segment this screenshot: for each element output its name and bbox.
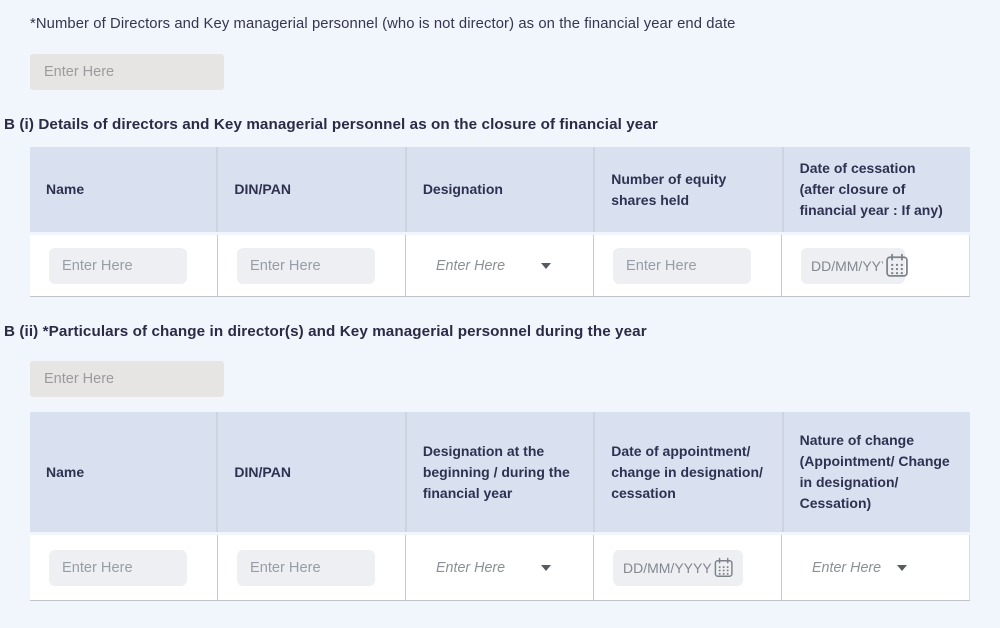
calendar-icon[interactable] xyxy=(712,556,735,580)
table-header-row: Name DIN/PAN Designation at the beginnin… xyxy=(30,412,971,532)
cessation-date-input[interactable]: DD/MM/YYYY xyxy=(801,247,908,284)
column-header-din-pan: DIN/PAN xyxy=(218,147,407,232)
designation-cell: Enter Here xyxy=(406,235,594,296)
designation-cell: Enter Here xyxy=(406,535,594,600)
table-input-row: Enter Here DD/MM/YYYY xyxy=(30,235,970,297)
equity-shares-cell xyxy=(594,235,782,296)
change-in-directors-table: Name DIN/PAN Designation at the beginnin… xyxy=(30,412,971,601)
appointment-date-cell: DD/MM/YYYY xyxy=(594,535,782,600)
column-header-date-of-appointment: Date of appointment/ change in designati… xyxy=(595,412,784,532)
din-pan-input[interactable] xyxy=(237,247,375,284)
change-count-input[interactable] xyxy=(30,361,224,397)
column-header-equity-shares: Number of equity shares held xyxy=(595,147,784,232)
din-pan-cell xyxy=(218,235,406,296)
section-b1-heading: B (i) Details of directors and Key manag… xyxy=(4,116,658,133)
column-header-date-of-cessation: Date of cessation (after closure of fina… xyxy=(783,147,971,232)
column-header-designation-beginning: Designation at the beginning / during th… xyxy=(406,412,596,532)
calendar-icon[interactable] xyxy=(883,252,911,280)
chevron-down-icon[interactable] xyxy=(541,564,551,571)
column-header-designation: Designation xyxy=(406,147,596,232)
designation-select[interactable]: Enter Here xyxy=(425,550,575,586)
date-placeholder: DD/MM/YYYY xyxy=(623,559,712,576)
directors-details-table: Name DIN/PAN Designation Number of equit… xyxy=(30,147,971,297)
column-header-name: Name xyxy=(30,412,219,532)
table-input-row: Enter Here DD/MM/YYYY xyxy=(30,535,970,601)
section-b2-heading: B (ii) *Particulars of change in directo… xyxy=(4,323,647,340)
appointment-date-input[interactable]: DD/MM/YYYY xyxy=(613,549,743,586)
designation-select-placeholder: Enter Here xyxy=(436,257,506,274)
directors-count-input[interactable] xyxy=(30,54,224,90)
name-input[interactable] xyxy=(49,549,187,586)
name-input[interactable] xyxy=(49,247,187,284)
designation-select[interactable]: Enter Here xyxy=(425,248,575,284)
annual-return-form: *Number of Directors and Key managerial … xyxy=(4,16,971,601)
table-header-row: Name DIN/PAN Designation Number of equit… xyxy=(30,147,971,232)
date-placeholder: DD/MM/YYYY xyxy=(811,257,883,274)
chevron-down-icon[interactable] xyxy=(541,262,551,269)
column-header-name: Name xyxy=(30,147,219,232)
cessation-date-cell: DD/MM/YYYY xyxy=(782,235,970,296)
column-header-din-pan: DIN/PAN xyxy=(218,412,407,532)
designation-select-placeholder: Enter Here xyxy=(436,559,506,576)
din-pan-cell xyxy=(218,535,406,600)
nature-of-change-placeholder: Enter Here xyxy=(812,559,882,576)
din-pan-input[interactable] xyxy=(237,549,375,586)
name-cell xyxy=(30,235,218,296)
nature-of-change-cell: Enter Here xyxy=(782,535,970,600)
equity-shares-input[interactable] xyxy=(613,247,751,284)
name-cell xyxy=(30,535,218,600)
directors-count-label: *Number of Directors and Key managerial … xyxy=(30,16,736,32)
chevron-down-icon[interactable] xyxy=(897,564,907,571)
column-header-nature-of-change: Nature of change (Appointment/ Change in… xyxy=(783,412,971,532)
nature-of-change-select[interactable]: Enter Here xyxy=(801,550,951,586)
